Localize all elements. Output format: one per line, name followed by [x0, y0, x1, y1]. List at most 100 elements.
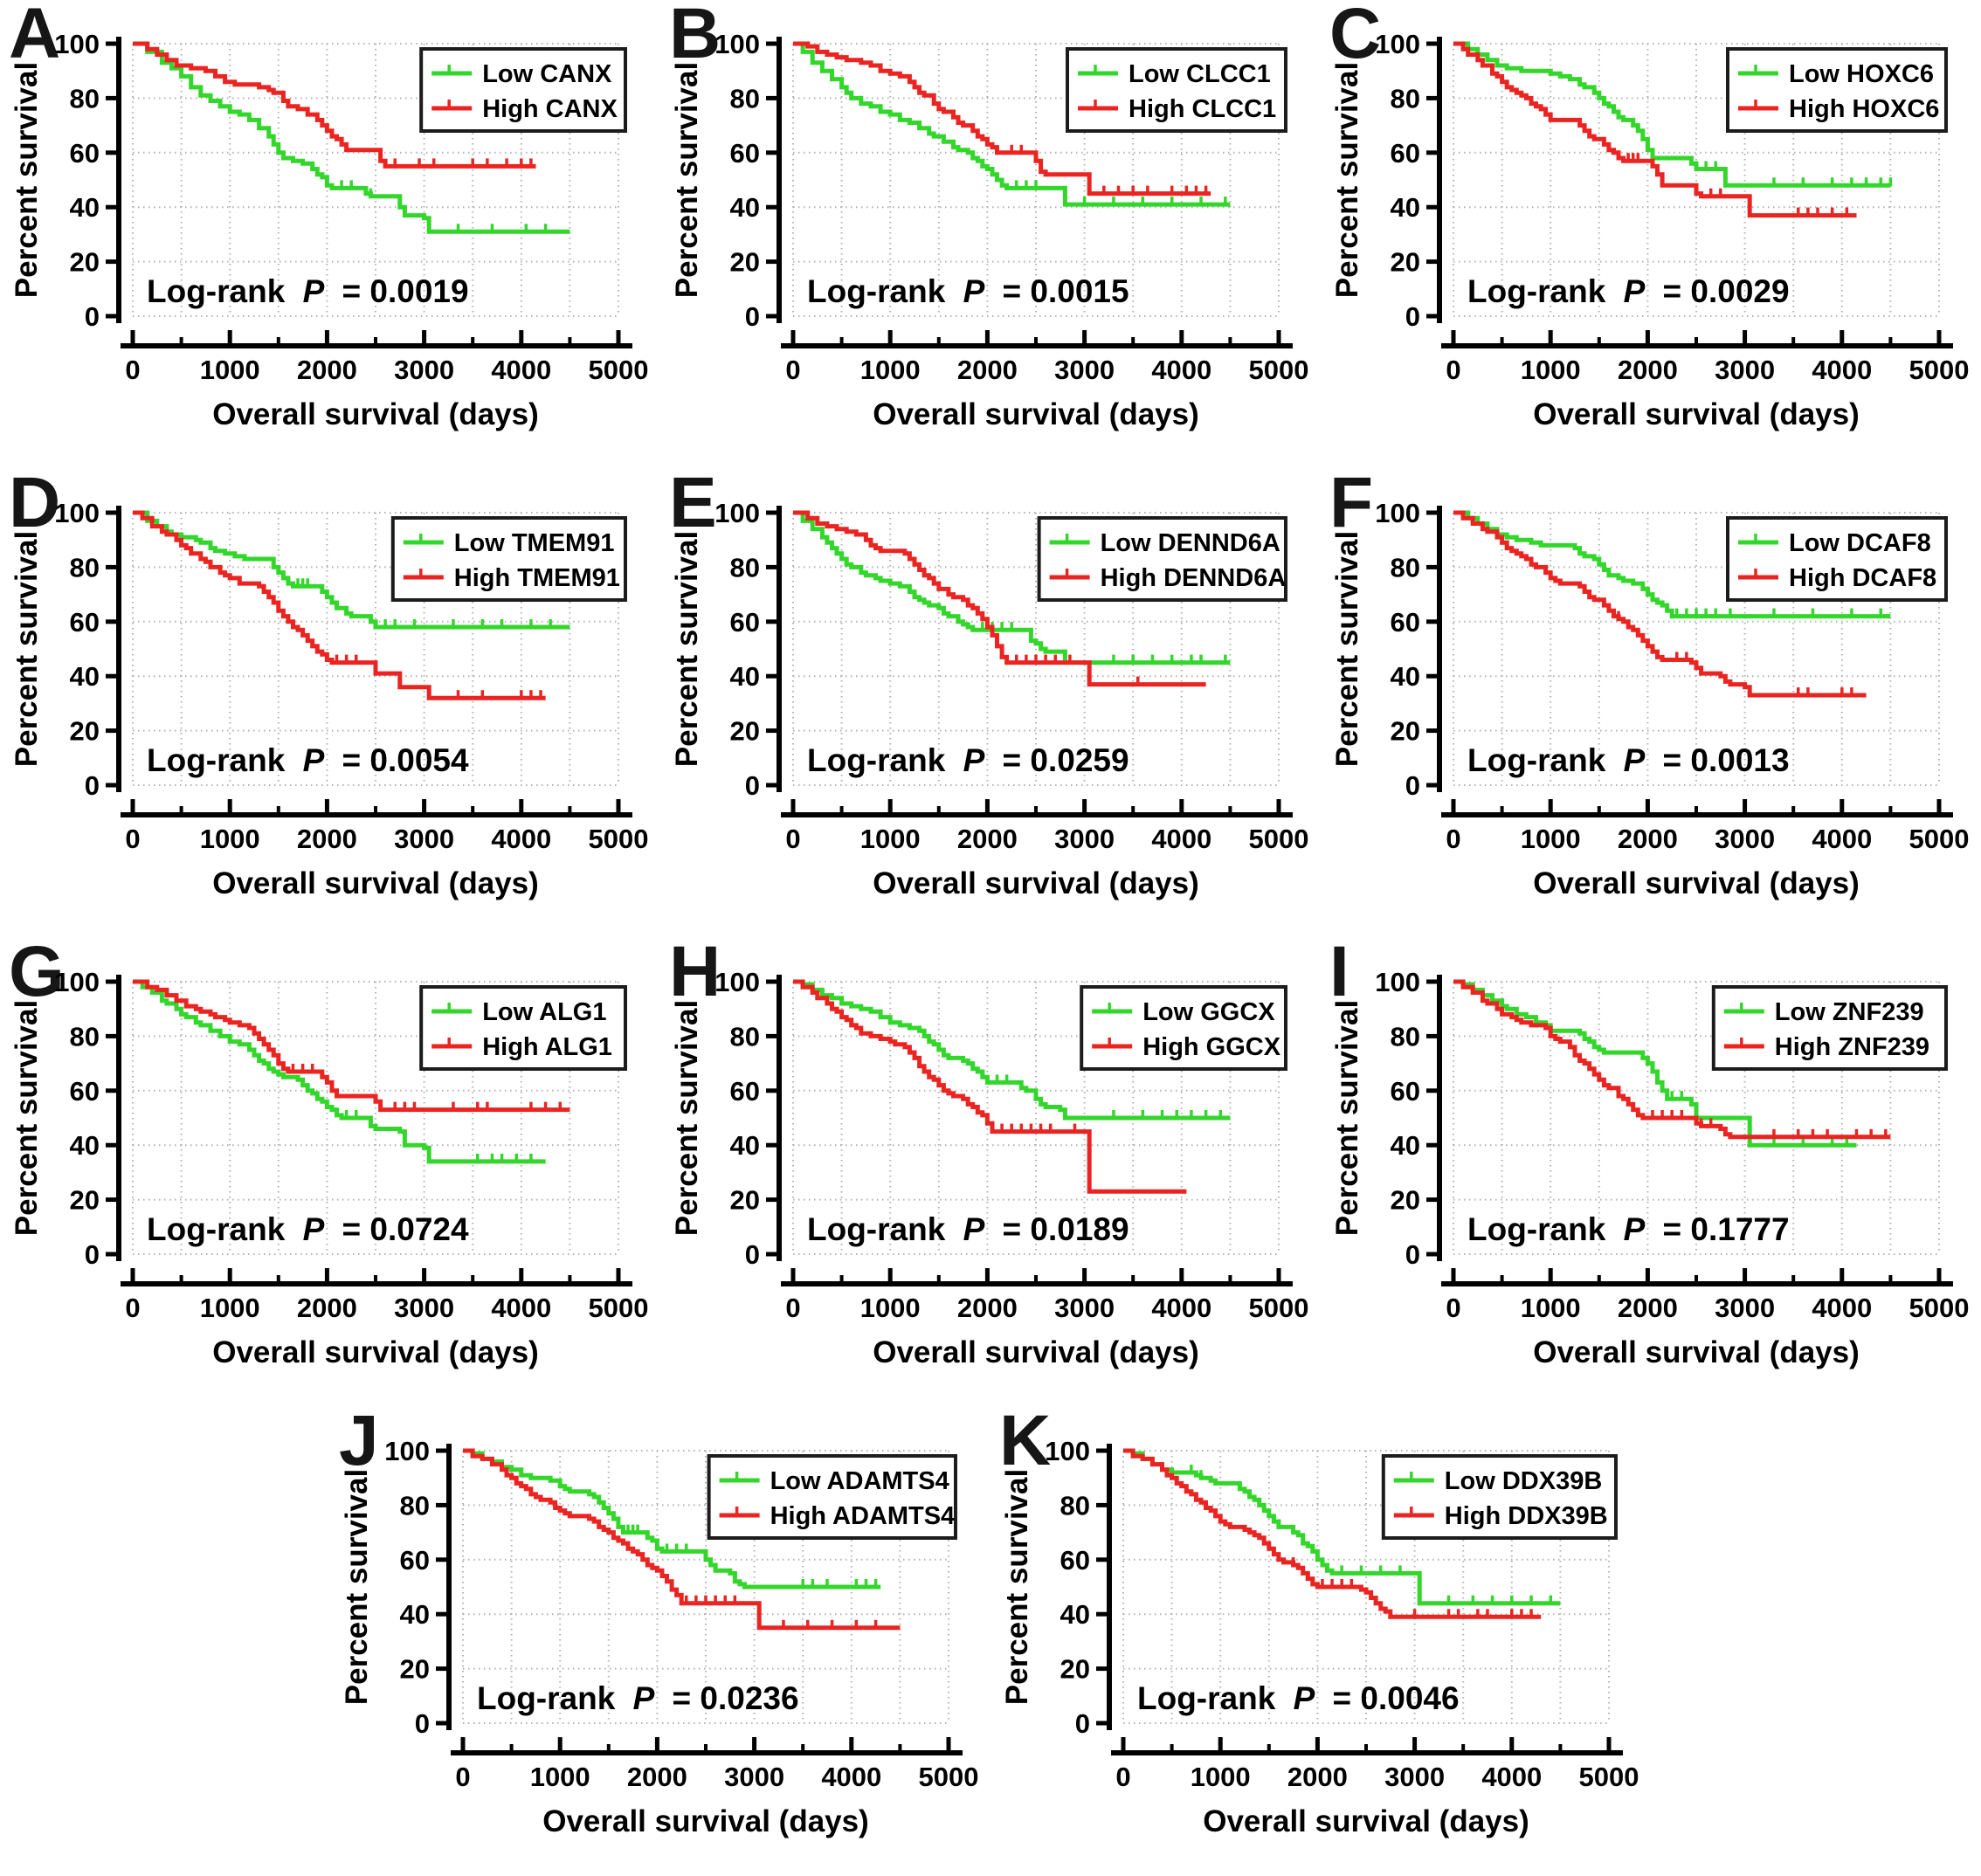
y-axis: 0 20 40 60 80 100 — [714, 967, 782, 1270]
x-axis: 0 1000 2000 3000 4000 5000 — [1111, 1737, 1639, 1792]
logrank-p-symbol: P — [963, 273, 985, 309]
km-chart: 0 20 40 60 80 100 0 1000 2000 3000 4000 5000 Perce… — [10, 29, 649, 431]
x-tick-label: 5000 — [1249, 1293, 1309, 1323]
x-axis: 0 1000 2000 3000 4000 5000 — [121, 1268, 648, 1323]
survival-panel: D 0 20 40 60 80 100 0 1000 2000 3000 4000 5000 Per… — [0, 467, 660, 938]
x-axis: 0 1000 2000 3000 4000 5000 — [781, 330, 1308, 385]
y-axis-title: Percent survival — [670, 62, 704, 298]
legend-box — [419, 985, 628, 1071]
y-tick-label: 80 — [1391, 83, 1420, 114]
survival-panel: F 0 20 40 60 80 100 0 1000 2000 3000 4000 5000 Per… — [1321, 467, 1981, 938]
x-tick-label: 0 — [785, 824, 800, 854]
x-tick-label: 3000 — [1054, 1293, 1115, 1323]
logrank-p-text: Log-rank P = 0.0236 — [477, 1680, 799, 1716]
x-tick-label: 5000 — [1909, 824, 1970, 854]
legend-low-label: Low ALG1 — [482, 998, 606, 1026]
y-tick-label: 0 — [745, 301, 760, 332]
figure-row-1: A 0 20 40 60 80 100 0 1000 2000 3000 4000 5000 Per… — [0, 0, 1981, 469]
km-chart: 0 20 40 60 80 100 0 1000 2000 3000 4000 5000 Perce… — [670, 498, 1308, 900]
logrank-p-value: = 0.0259 — [1003, 742, 1129, 778]
high-survival-curve — [133, 979, 570, 1113]
series-low — [133, 510, 570, 630]
km-chart: 0 20 40 60 80 100 0 1000 2000 3000 4000 5000 Perce… — [340, 1436, 979, 1838]
y-tick-label: 40 — [730, 661, 760, 692]
y-tick-label: 100 — [1375, 29, 1420, 59]
x-tick-label: 4000 — [491, 355, 551, 385]
series-high — [793, 41, 1211, 197]
x-tick-label: 5000 — [919, 1762, 979, 1792]
y-tick-label: 40 — [1060, 1599, 1090, 1630]
logrank-p-text: Log-rank P = 0.0054 — [147, 742, 469, 778]
y-tick-label: 20 — [70, 247, 100, 278]
legend-low-label: Low HOXC6 — [1789, 60, 1934, 88]
y-tick-label: 100 — [54, 29, 100, 59]
y-tick-label: 100 — [714, 29, 760, 59]
x-axis-title: Overall survival (days) — [1533, 397, 1860, 431]
x-tick-label: 4000 — [1151, 824, 1211, 854]
y-tick-label: 20 — [730, 1185, 760, 1216]
x-axis-title: Overall survival (days) — [212, 866, 539, 900]
x-tick-label: 0 — [1115, 1762, 1130, 1792]
y-tick-label: 80 — [730, 83, 760, 114]
series-high — [1123, 1448, 1542, 1619]
legend: Low ADAMTS4 High ADAMTS4 — [707, 1454, 957, 1540]
x-axis-title: Overall survival (days) — [212, 1335, 539, 1369]
series-low — [1453, 41, 1893, 188]
y-tick-label: 80 — [1391, 552, 1420, 583]
logrank-p-value: = 0.1777 — [1663, 1211, 1790, 1247]
y-tick-label: 60 — [70, 1076, 100, 1107]
y-axis: 0 20 40 60 80 100 — [54, 967, 121, 1270]
x-tick-label: 2000 — [957, 824, 1018, 854]
x-axis-title: Overall survival (days) — [1533, 866, 1860, 900]
series-low — [1123, 1448, 1561, 1606]
y-tick-label: 100 — [714, 967, 760, 997]
legend-low-label: Low ADAMTS4 — [770, 1467, 949, 1495]
series-high — [1453, 510, 1867, 698]
logrank-p-value: = 0.0054 — [342, 742, 469, 778]
legend-high-label: High CANX — [482, 95, 618, 123]
y-axis: 0 20 40 60 80 100 — [54, 498, 121, 801]
y-tick-label: 0 — [85, 770, 100, 801]
logrank-p-text: Log-rank P = 0.0189 — [807, 1211, 1129, 1247]
y-axis-title: Percent survival — [1330, 62, 1364, 298]
y-tick-label: 60 — [730, 1076, 760, 1107]
logrank-p-symbol: P — [963, 1211, 985, 1247]
x-tick-label: 3000 — [1715, 824, 1775, 854]
legend: Low TMEM91 High TMEM91 — [390, 516, 627, 602]
y-axis-title: Percent survival — [1330, 531, 1364, 767]
low-survival-curve — [793, 510, 1231, 666]
x-tick-label: 2000 — [297, 1293, 357, 1323]
legend: Low ALG1 High ALG1 — [419, 985, 628, 1071]
logrank-p-text: Log-rank P = 0.0015 — [807, 273, 1129, 309]
logrank-p-text: Log-rank P = 0.1777 — [1467, 1211, 1790, 1247]
x-tick-label: 1000 — [1191, 1762, 1251, 1792]
logrank-prefix: Log-rank — [147, 1211, 286, 1247]
x-axis: 0 1000 2000 3000 4000 5000 — [1441, 330, 1969, 385]
x-axis-title: Overall survival (days) — [873, 397, 1199, 431]
legend-box — [1726, 47, 1948, 133]
legend-high-label: High TMEM91 — [454, 564, 620, 592]
x-tick-label: 2000 — [1618, 355, 1678, 385]
x-tick-label: 1000 — [530, 1762, 590, 1792]
series-high — [1453, 41, 1857, 218]
legend-high-label: High DDX39B — [1445, 1502, 1608, 1530]
low-survival-curve — [133, 510, 570, 630]
legend-box — [707, 1454, 957, 1540]
panel-letter: G — [9, 932, 65, 1011]
series-low — [1453, 510, 1891, 619]
y-tick-label: 40 — [70, 661, 100, 692]
x-tick-label: 5000 — [589, 355, 649, 385]
x-tick-label: 5000 — [589, 1293, 649, 1323]
x-tick-label: 0 — [1446, 355, 1460, 385]
logrank-prefix: Log-rank — [1467, 742, 1606, 778]
series-high — [133, 510, 546, 700]
y-tick-label: 20 — [730, 716, 760, 747]
x-tick-label: 2000 — [1618, 1293, 1678, 1323]
x-axis: 0 1000 2000 3000 4000 5000 — [1441, 1268, 1969, 1323]
legend: Low DCAF8 High DCAF8 — [1726, 516, 1948, 602]
x-tick-label: 5000 — [1909, 1293, 1970, 1323]
x-tick-label: 2000 — [297, 355, 357, 385]
y-tick-label: 20 — [730, 247, 760, 278]
logrank-p-value: = 0.0724 — [342, 1211, 469, 1247]
